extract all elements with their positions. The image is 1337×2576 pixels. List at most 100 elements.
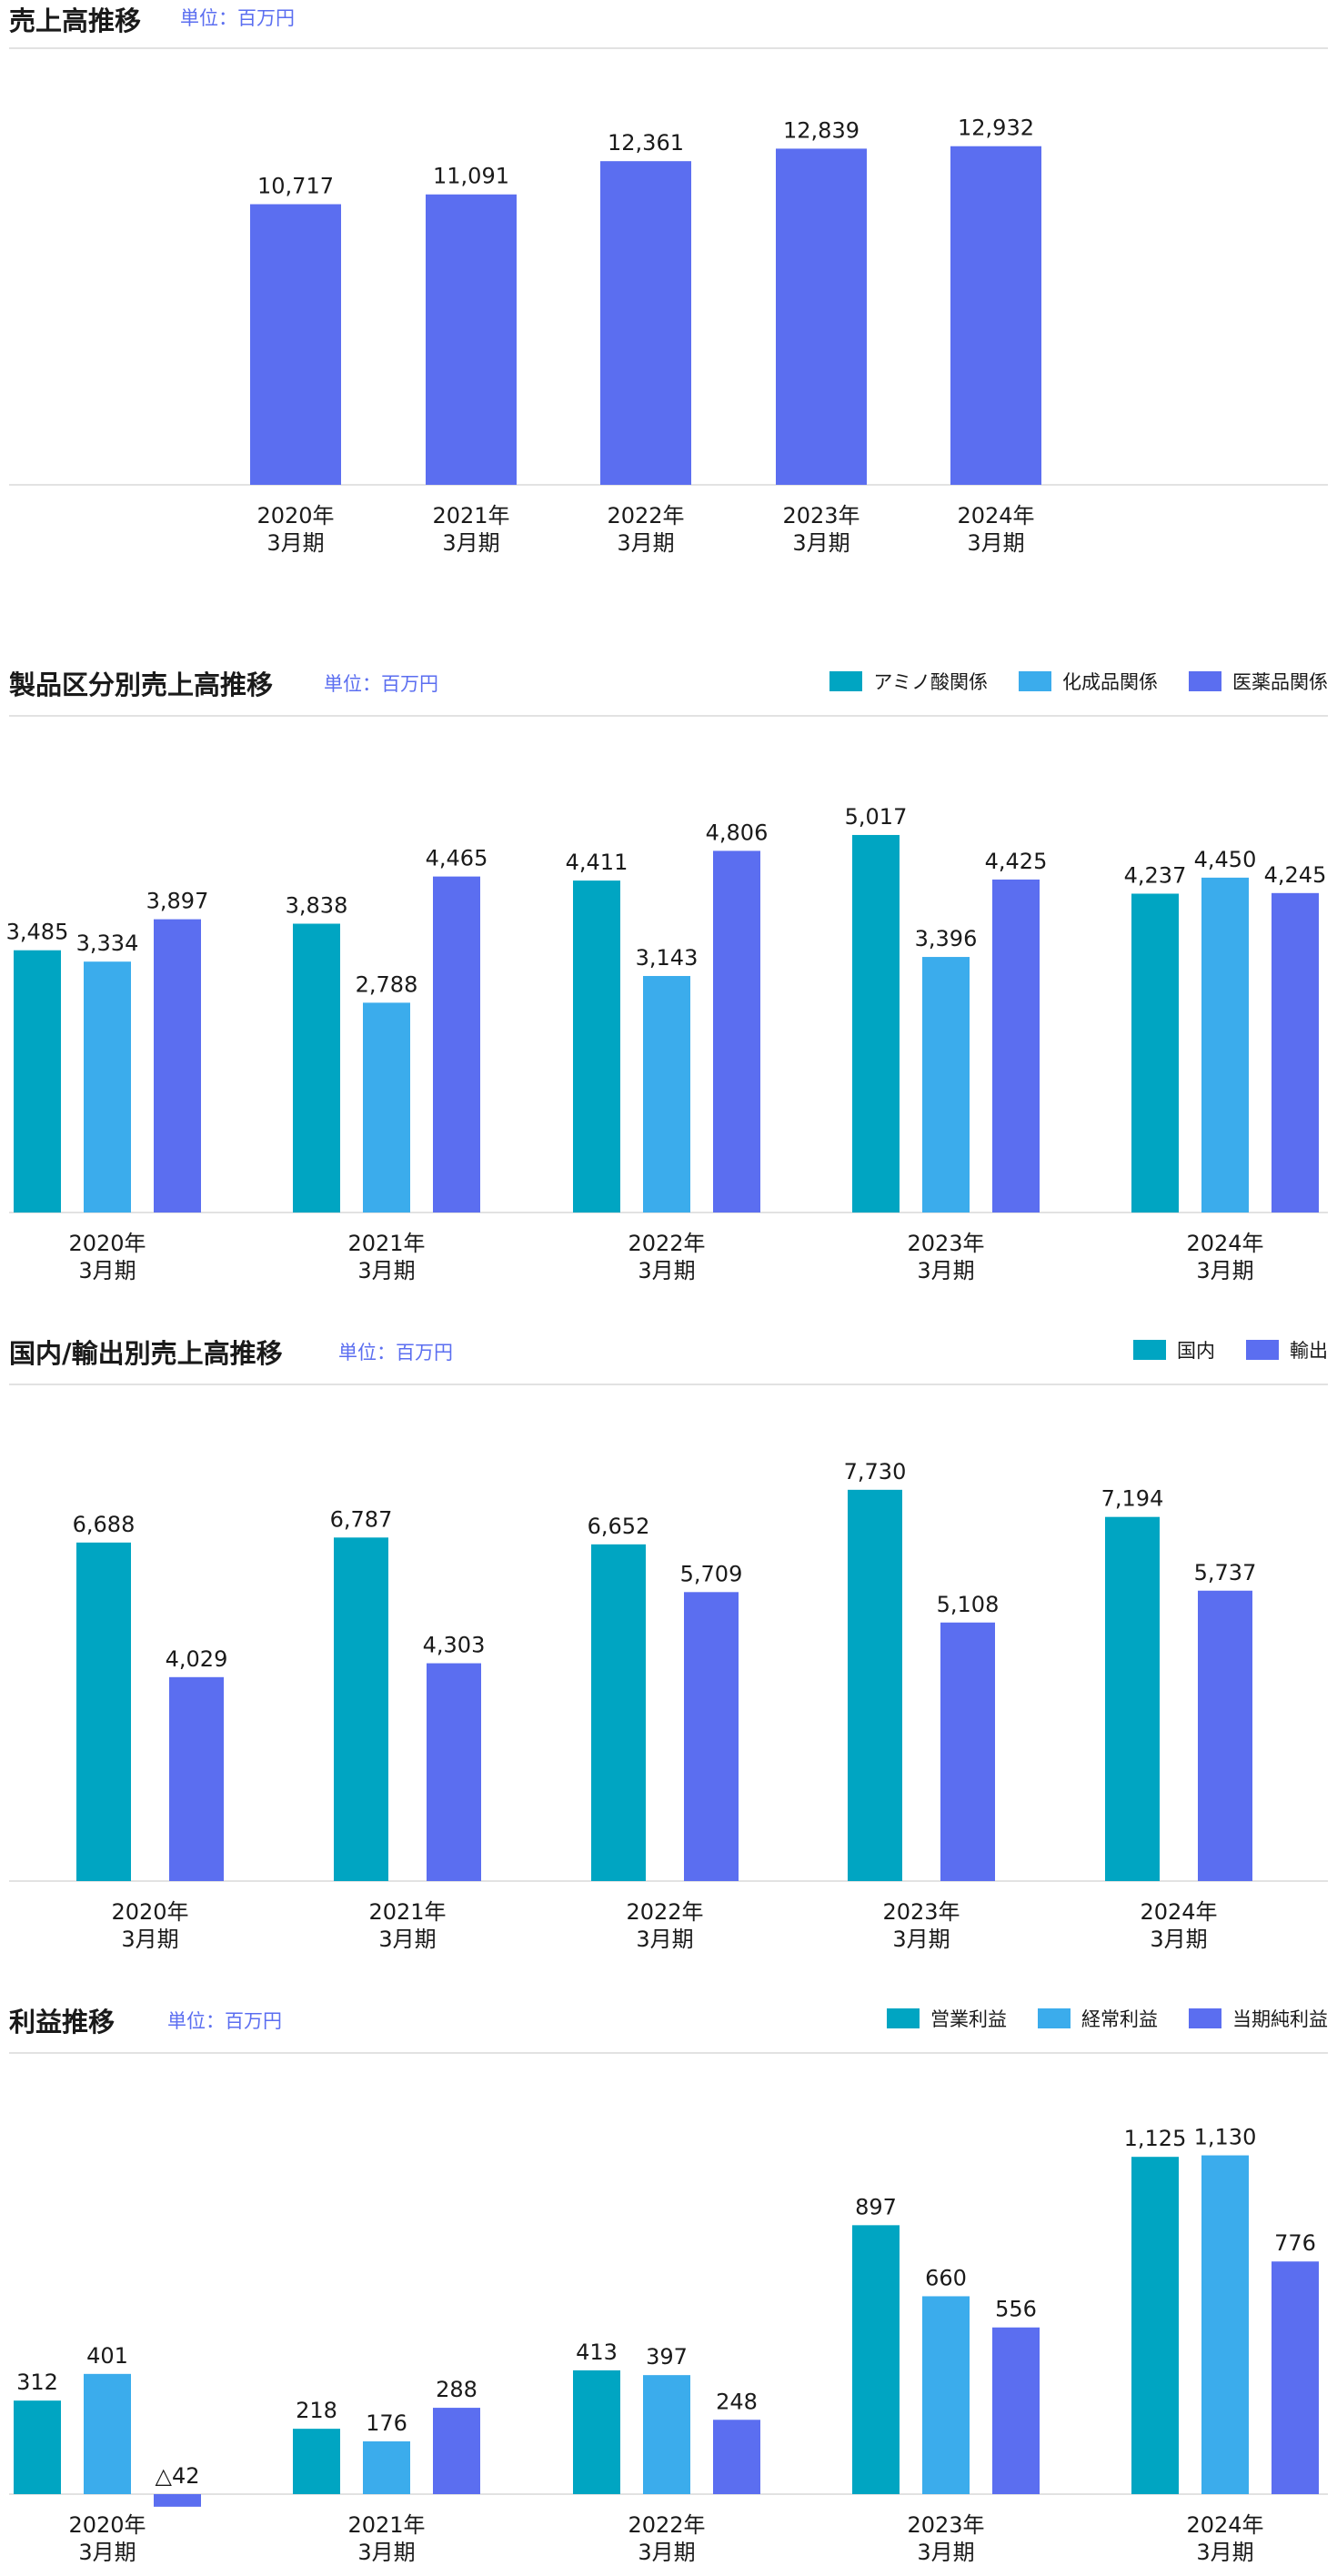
bar (14, 950, 61, 1213)
data-label: 5,709 (680, 1561, 743, 1586)
data-label: 4,465 (426, 846, 488, 871)
data-label: 3,897 (146, 889, 209, 914)
data-label: 660 (925, 2265, 967, 2290)
legend-label: 化成品関係 (1062, 671, 1158, 693)
sales-trend-title: 売上高推移 (9, 5, 142, 36)
data-label: 897 (855, 2194, 897, 2219)
data-label: 6,688 (73, 1512, 136, 1537)
data-label: 5,017 (845, 804, 908, 830)
bar (1201, 877, 1249, 1213)
x-tick-label: 2023年 (882, 1899, 960, 1925)
x-tick-label: 2020年 (68, 2512, 146, 2538)
data-label: 1,130 (1194, 2125, 1257, 2150)
bar (1201, 2155, 1249, 2494)
data-label: 1,125 (1124, 2126, 1187, 2151)
bar (1198, 1590, 1252, 1881)
bar (84, 961, 131, 1213)
data-label: 776 (1274, 2230, 1316, 2256)
legend-item: 営業利益 (887, 2005, 1007, 2032)
bar (250, 204, 341, 486)
sales-trend-divider (9, 47, 1328, 49)
x-tick-sublabel: 3月期 (917, 1258, 974, 1283)
x-tick-sublabel: 3月期 (892, 1927, 950, 1952)
x-tick-label: 2022年 (607, 503, 684, 528)
profit-trend-section: 利益推移 単位：百万円 営業利益 経常利益 当期純利益 312 401 △42 2020年… (0, 2001, 1337, 2576)
x-tick-sublabel: 3月期 (357, 2540, 415, 2565)
legend-item: 医薬品関係 (1189, 668, 1328, 695)
domestic-export-title: 国内/輸出別売上高推移 (9, 1338, 283, 1369)
bar (950, 146, 1041, 485)
x-tick-label: 2024年 (1140, 1899, 1217, 1925)
bar (713, 2420, 760, 2494)
legend-swatch (1019, 671, 1051, 691)
profit-trend-divider (9, 2052, 1328, 2054)
bar (591, 1544, 646, 1881)
x-tick-label: 2020年 (111, 1899, 188, 1925)
legend-swatch (1133, 1340, 1166, 1360)
legend-swatch (1246, 1340, 1279, 1360)
bar (992, 879, 1040, 1213)
x-tick-sublabel: 3月期 (121, 1927, 178, 1952)
data-label: 312 (16, 2370, 58, 2395)
x-tick-label: 2022年 (628, 1231, 705, 1256)
bar (334, 1537, 388, 1881)
data-label: 4,411 (566, 850, 628, 875)
domestic-export-chart: 6,6884,0292020年3月期6,7874,3032021年3月期6,65… (9, 1459, 1328, 1952)
bar (848, 1489, 902, 1881)
legend-label: 営業利益 (930, 2008, 1007, 2030)
bar (1105, 1516, 1160, 1881)
data-label: 3,838 (286, 892, 348, 918)
legend-item: 化成品関係 (1019, 668, 1158, 695)
data-label: 10,717 (257, 174, 334, 199)
x-tick-label: 2021年 (368, 1899, 446, 1925)
bar (154, 2494, 201, 2507)
data-label: 413 (576, 2340, 618, 2365)
x-tick-label: 2020年 (68, 1231, 146, 1256)
bar (1131, 893, 1179, 1213)
bar (940, 1622, 995, 1881)
profit-trend-title: 利益推移 (9, 2007, 116, 2038)
x-tick-sublabel: 3月期 (1196, 1258, 1253, 1283)
x-tick-sublabel: 3月期 (638, 1258, 695, 1283)
legend-item: アミノ酸関係 (829, 668, 988, 695)
data-label: 4,303 (423, 1633, 486, 1658)
bar (643, 2375, 690, 2494)
x-tick-label: 2021年 (347, 2512, 425, 2538)
x-tick-label: 2022年 (626, 1899, 703, 1925)
bar (713, 850, 760, 1213)
bar (293, 2429, 340, 2494)
sales-trend-section: 売上高推移 単位：百万円 10,717 2020年 3月期 11,091 2021年 3月… (0, 0, 1337, 619)
legend-item: 当期純利益 (1189, 2005, 1328, 2032)
bar (1272, 892, 1319, 1213)
data-label: 176 (366, 2410, 407, 2436)
x-tick-sublabel: 3月期 (967, 530, 1024, 556)
x-tick-label: 2020年 (256, 503, 334, 528)
data-label: 397 (646, 2344, 688, 2370)
data-label: 12,361 (608, 130, 684, 156)
x-tick-label: 2023年 (907, 2512, 984, 2538)
data-label: 5,108 (937, 1592, 1000, 1617)
data-label: 12,932 (958, 116, 1034, 141)
bar (433, 2408, 480, 2494)
legend-label: 当期純利益 (1232, 2008, 1328, 2030)
product-sales-divider (9, 715, 1328, 717)
x-tick-label: 2021年 (347, 1231, 425, 1256)
bar (76, 1542, 131, 1881)
bar (14, 2400, 61, 2494)
data-label: 4,450 (1194, 847, 1257, 872)
x-tick-sublabel: 3月期 (617, 530, 674, 556)
data-label: 5,737 (1194, 1560, 1257, 1585)
x-tick-sublabel: 3月期 (442, 530, 499, 556)
sales-trend-unit: 単位：百万円 (180, 7, 295, 29)
bar (169, 1676, 224, 1881)
domestic-export-divider (9, 1384, 1328, 1385)
bar (426, 194, 517, 485)
domestic-export-section: 国内/輸出別売上高推移 単位：百万円 国内 輸出 6,688 4,029 2020年 3… (0, 1333, 1337, 1952)
legend-swatch (1038, 2008, 1071, 2028)
product-sales-unit: 単位：百万円 (324, 673, 438, 695)
sales-trend-chart: 10,7172020年3月期11,0912021年3月期12,3612022年3… (9, 116, 1328, 556)
x-tick-sublabel: 3月期 (357, 1258, 415, 1283)
x-tick-label: 2023年 (782, 503, 860, 528)
x-tick-sublabel: 3月期 (638, 2540, 695, 2565)
